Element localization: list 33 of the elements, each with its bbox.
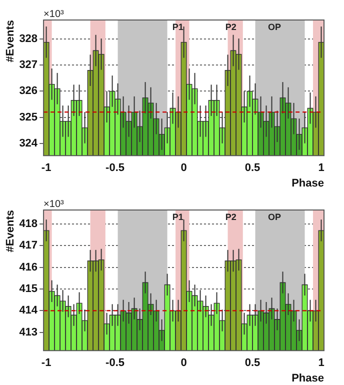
band-label: P1	[172, 22, 184, 32]
y-axis-title: #Events	[4, 20, 17, 62]
x-tick-label: 1	[318, 357, 324, 370]
band-label: P1	[172, 212, 184, 222]
x-tick-label: 0.5	[244, 162, 260, 174]
x-tick-label: -1	[41, 357, 52, 370]
x-tick-label: -0.5	[106, 162, 125, 174]
x-tick-label: 1	[318, 162, 324, 174]
y-tick-label: 413	[19, 326, 38, 338]
y-tick-label: 414	[19, 304, 38, 317]
x-tick-label: -0.5	[106, 357, 125, 370]
y-tick-label: 327	[19, 59, 38, 72]
x-tick-label: 0	[180, 357, 187, 370]
x-tick-label: -1	[41, 162, 52, 174]
y-tick-label: 326	[19, 85, 38, 98]
y-tick-label: 325	[19, 111, 38, 124]
band-label: P2	[225, 22, 236, 32]
y-tick-label: 417	[19, 240, 38, 252]
text: ×10³	[44, 198, 65, 210]
y-tick-label: 415	[19, 283, 38, 296]
y-axis-title: #Events	[4, 210, 17, 252]
y-tick-label: 418	[19, 218, 38, 230]
band-label: P2	[225, 212, 236, 222]
band-label: OP	[268, 212, 282, 222]
x-axis-title: Phase	[292, 177, 324, 190]
band-label: OP	[268, 22, 282, 32]
y-tick-label: 416	[19, 261, 38, 274]
text: ×10³	[44, 8, 65, 20]
y-tick-label: 324	[19, 137, 38, 150]
y-tick-label: 328	[19, 33, 38, 46]
x-tick-label: 0	[180, 162, 187, 174]
x-axis-title: Phase	[292, 372, 324, 384]
x-tick-label: 0.5	[244, 357, 260, 370]
